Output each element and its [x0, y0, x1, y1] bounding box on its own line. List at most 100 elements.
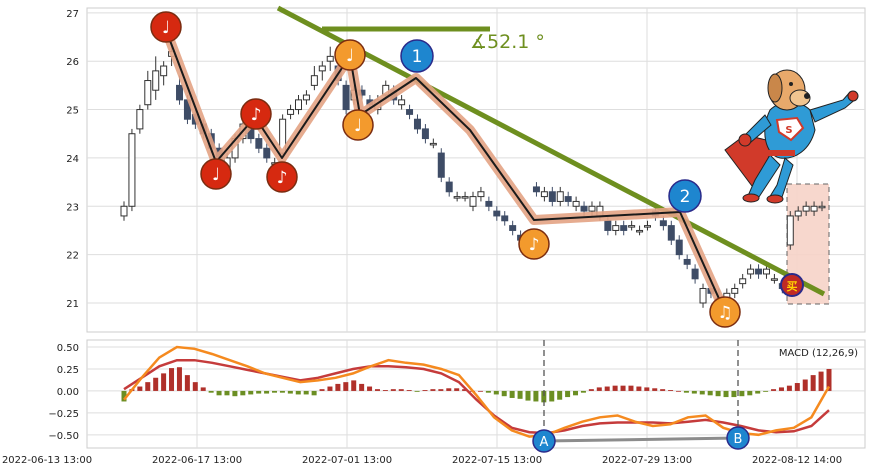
candle-body	[612, 225, 620, 231]
macd-panel-frame	[86, 339, 866, 449]
candle-body	[413, 118, 421, 130]
candle-body	[342, 84, 350, 111]
macd-histogram-bar	[311, 390, 317, 396]
wave-marker	[240, 98, 272, 130]
candle-body	[572, 200, 580, 207]
x-tick-label: 2022-07-29 13:00	[602, 455, 692, 466]
price-y-ticks: 27 26 25 24 23 22 21	[66, 9, 79, 310]
macd-histogram-bar	[382, 390, 388, 391]
candle-body	[628, 225, 636, 228]
macd-histogram-bar	[153, 377, 159, 391]
marker-b	[726, 426, 750, 450]
macd-histogram-bar	[660, 389, 666, 391]
macd-histogram-bar	[636, 386, 642, 391]
trend-angle-label: ∡52.1 °	[470, 31, 545, 53]
macd-histogram-bar	[422, 390, 428, 391]
macd-histogram-bar	[477, 390, 483, 392]
macd-histogram-bar	[374, 389, 380, 391]
candle-body	[580, 205, 588, 212]
macd-histogram-bar	[731, 390, 737, 398]
candle-body	[659, 220, 667, 227]
macd-y-tick-label: 0.25	[57, 365, 79, 376]
candle-body	[755, 268, 763, 275]
buy-badge-label: 买	[787, 280, 798, 293]
macd-histogram-bar	[248, 390, 254, 395]
candle-body	[398, 99, 406, 106]
macd-histogram-bar	[335, 383, 341, 391]
macd-histogram-bar	[628, 385, 634, 391]
macd-histogram-bar	[287, 390, 293, 394]
candle-body	[176, 84, 184, 101]
macd-histogram-bar	[612, 385, 618, 391]
macd-histogram-bar	[176, 367, 182, 391]
macd-panel: 0.500.250.00−0.25−0.50 MACD (12,26,9) A …	[48, 339, 866, 453]
candle-body	[263, 147, 271, 159]
superhero-dog-mascot-icon: S	[724, 69, 859, 204]
candle-body	[532, 186, 540, 193]
macd-histogram-bar	[652, 388, 658, 391]
macd-histogram-bar	[184, 375, 190, 391]
macd-histogram-bar	[343, 382, 349, 391]
macd-histogram-bar	[398, 389, 404, 391]
macd-histogram-bar	[351, 380, 357, 391]
marker-a	[532, 429, 556, 453]
macd-histogram-bar	[620, 385, 626, 391]
macd-y-tick-label: 0.00	[57, 387, 79, 398]
candle-body	[453, 196, 461, 199]
x-axis-ticks: 2022-06-13 13:00 2022-06-17 13:00 2022-07-…	[2, 455, 842, 466]
dif-line	[123, 345, 831, 438]
candle-body	[255, 138, 263, 149]
x-tick-label: 2022-08-12 14:00	[752, 455, 842, 466]
macd-histogram-bar	[390, 389, 396, 391]
macd-histogram-bar	[359, 383, 365, 391]
candle-body	[644, 225, 651, 228]
music-note-icon: ♪	[529, 235, 540, 255]
wave-marker	[200, 158, 232, 190]
macd-histogram-bar	[763, 390, 769, 392]
macd-histogram-bar	[786, 385, 792, 391]
candle-body	[794, 210, 802, 217]
music-note-icon: ♩	[354, 116, 362, 136]
candle-body	[429, 142, 437, 146]
macd-histogram-bar	[216, 390, 222, 396]
candle-body	[548, 191, 556, 202]
marker-a-label: A	[540, 435, 549, 450]
price-y-tick-label: 26	[66, 57, 79, 68]
candle-body	[310, 75, 318, 86]
macd-y-tick-label: −0.50	[48, 431, 79, 442]
macd-histogram-bar	[509, 390, 515, 398]
macd-y-tick-label: 0.50	[57, 343, 79, 354]
macd-histogram-bar	[240, 390, 246, 396]
macd-histogram-bar	[723, 390, 729, 398]
macd-histogram-bar	[683, 390, 689, 393]
candle-body	[636, 229, 644, 233]
macd-histogram-bar	[668, 390, 674, 391]
candle-body	[699, 287, 707, 304]
candle-body	[295, 99, 302, 111]
macd-histogram-bar	[802, 379, 808, 391]
macd-histogram	[121, 367, 832, 403]
price-panel-frame	[86, 7, 866, 333]
macd-histogram-bar	[580, 390, 586, 393]
wave-markers: ♩ ♩ ♪ ♪ ♩ ♩ ♪ ♫ 1 2	[150, 11, 741, 328]
macd-histogram-bar	[557, 390, 563, 400]
macd-histogram-bar	[707, 390, 713, 396]
macd-histogram-bar	[818, 371, 824, 391]
macd-histogram-bar	[319, 389, 325, 391]
macd-histogram-bar	[414, 390, 420, 392]
macd-y-ticks: 0.50 0.25 0.00 −0.25 −0.50	[48, 343, 79, 442]
music-note-icon: ♩	[212, 165, 220, 185]
x-tick-label: 2022-07-15 13:00	[452, 455, 542, 466]
svg-text:S: S	[785, 125, 792, 136]
price-y-tick-label: 21	[66, 299, 79, 310]
candle-body	[509, 225, 517, 231]
wave-count-marker	[668, 179, 702, 213]
macd-histogram-bar	[327, 386, 333, 391]
macd-histogram-bar	[224, 390, 230, 396]
candle-body	[802, 205, 810, 212]
price-y-tick-label: 22	[66, 251, 79, 262]
macd-histogram-bar	[826, 368, 832, 391]
candle-body	[818, 205, 826, 209]
macd-histogram-bar	[192, 382, 198, 391]
